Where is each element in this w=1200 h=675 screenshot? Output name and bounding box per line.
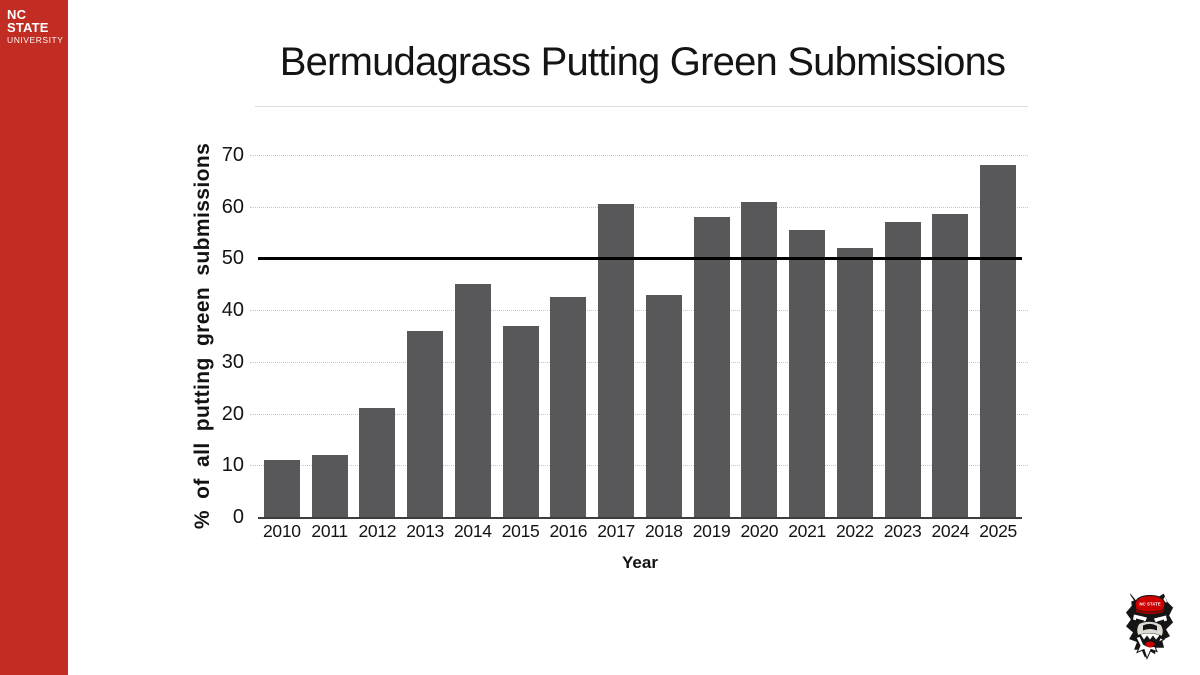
bar-slot-2014	[449, 155, 497, 517]
bar-slot-2016	[545, 155, 593, 517]
bar-slot-2021	[783, 155, 831, 517]
x-tick-label-2020: 2020	[740, 521, 779, 541]
bar-slot-2024	[927, 155, 975, 517]
gridline-40	[250, 310, 1028, 312]
y-tick-label-40: 40	[221, 299, 244, 322]
x-tick-label-2016: 2016	[549, 521, 588, 541]
plot-area	[250, 155, 1028, 519]
x-tick-label-2010: 2010	[263, 521, 301, 541]
wolf-inner-ear-left	[1129, 594, 1134, 603]
title-divider	[255, 106, 1028, 107]
x-tick-label-2025: 2025	[979, 521, 1017, 541]
y-axis-tick-labels: 0 10 20 30 40 50 60 70	[150, 144, 244, 528]
x-tick-label-2024: 2024	[931, 521, 970, 541]
bar-2014	[454, 284, 491, 517]
bar-slot-2020	[736, 155, 784, 517]
x-tick-label-2022: 2022	[836, 521, 874, 541]
y-tick-label-70: 70	[221, 144, 244, 166]
bar-slot-2022	[831, 155, 879, 517]
x-tick-label-2018: 2018	[645, 521, 683, 541]
x-tick-label-2019: 2019	[692, 521, 731, 541]
wolf-teeth	[1141, 633, 1159, 640]
wolf-mascot-logo: NC STATE	[1123, 589, 1175, 662]
x-tick-label-2011: 2011	[311, 521, 348, 541]
wolf-nose-band	[1143, 623, 1157, 631]
x-axis-title: Year	[622, 553, 658, 572]
wolf-tongue	[1145, 641, 1155, 648]
y-tick-label-50: 50	[221, 247, 244, 270]
bar-2019	[693, 217, 730, 517]
bar-slot-2018	[640, 155, 688, 517]
x-tick-label-2015: 2015	[501, 521, 540, 541]
bar-2020	[741, 201, 778, 517]
y-tick-label-60: 60	[221, 195, 244, 218]
wolf-cap-brim	[1136, 609, 1164, 615]
bar-2011	[311, 454, 348, 517]
gridline-70	[250, 155, 1028, 156]
x-tick-label-2023: 2023	[883, 521, 922, 541]
gridline-10	[250, 465, 1028, 467]
bar-slot-2019	[688, 155, 736, 517]
university-logo: NC STATE UNIVERSITY	[7, 8, 68, 45]
gridline-60	[250, 206, 1028, 208]
bar-2010	[263, 460, 300, 517]
bar-slot-2023	[879, 155, 927, 517]
bar-2012	[359, 408, 396, 517]
y-tick-label-10: 10	[221, 454, 244, 477]
bar-2013	[407, 330, 444, 517]
x-tick-label-2017: 2017	[597, 521, 635, 541]
wolf-cap-text: NC STATE	[1139, 602, 1160, 607]
x-axis-tick-labels: 2010 2011 2012 2013 2014 2015 2016 2017 2018 2019…	[258, 521, 1022, 542]
brand-sidebar: NC STATE UNIVERSITY	[0, 0, 68, 675]
gridline-20	[250, 413, 1028, 415]
x-tick-label-2012: 2012	[358, 521, 397, 541]
bar-slot-2017	[592, 155, 640, 517]
bar-2024	[932, 214, 969, 517]
gridline-30	[250, 361, 1028, 363]
y-tick-label-0: 0	[232, 506, 244, 528]
y-tick-label-20: 20	[221, 402, 244, 425]
bar-2017	[598, 204, 635, 517]
bar-slot-2013	[401, 155, 449, 517]
bar-slot-2010	[258, 155, 306, 517]
bar-2018	[645, 294, 682, 517]
reference-line-50pct	[258, 256, 1022, 260]
brand-name-line2: UNIVERSITY	[7, 35, 64, 45]
bar-2023	[884, 222, 921, 517]
bar-slot-2015	[497, 155, 545, 517]
x-tick-label-2021: 2021	[788, 521, 826, 541]
bar-2022	[836, 248, 873, 517]
wolf-cap	[1134, 594, 1166, 613]
x-tick-label-2013: 2013	[406, 521, 444, 541]
bar-slot-2025	[974, 155, 1022, 517]
bar-2025	[980, 165, 1017, 517]
bar-2016	[550, 297, 587, 517]
bar-2021	[789, 230, 826, 517]
chart-title: Bermudagrass Putting Green Submissions	[279, 40, 1006, 84]
bar-series	[258, 155, 1022, 517]
brand-name-line1: NC STATE	[7, 7, 49, 35]
bar-slot-2011	[306, 155, 354, 517]
bar-2015	[502, 325, 539, 517]
y-axis-title: % of all putting green submissions	[191, 142, 214, 530]
x-tick-label-2014: 2014	[454, 521, 492, 541]
y-tick-label-30: 30	[221, 350, 244, 373]
x-axis-line	[258, 517, 1022, 519]
bar-slot-2012	[354, 155, 402, 517]
